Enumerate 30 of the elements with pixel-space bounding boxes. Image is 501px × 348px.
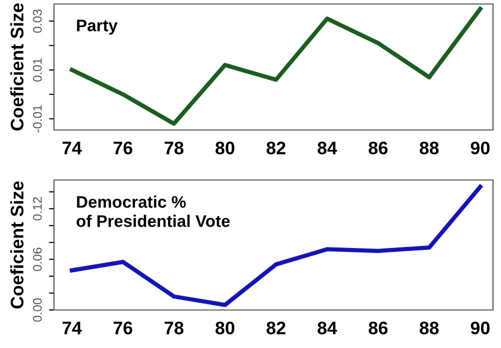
y-axis-title: Coeficient Size bbox=[10, 181, 24, 308]
x-tick-label: 90 bbox=[470, 142, 490, 154]
text: 0.00 bbox=[32, 298, 42, 322]
x-tick-label: 86 bbox=[368, 142, 388, 154]
line-series bbox=[70, 184, 482, 308]
text: Democratic % of Presidential Vote bbox=[76, 196, 230, 227]
x-tick-label: 88 bbox=[420, 142, 439, 154]
line-series bbox=[70, 6, 482, 126]
x-tick-label: 74 bbox=[62, 322, 82, 334]
x-tick-label: 80 bbox=[216, 142, 234, 154]
x-tick-label: 80 bbox=[216, 322, 234, 334]
y-tick-label: 0.03 bbox=[32, 9, 42, 33]
y-axis-title: Coeficient Size bbox=[10, 3, 24, 130]
x-tick-label: 88 bbox=[420, 322, 439, 334]
x-tick-label: 90 bbox=[470, 322, 490, 334]
x-tick-label: 84 bbox=[318, 142, 338, 154]
x-tick-label: 84 bbox=[318, 322, 338, 334]
x-tick-label: 78 bbox=[164, 142, 184, 154]
x-tick-label: 82 bbox=[266, 142, 286, 154]
x-tick-label: 86 bbox=[368, 322, 388, 334]
y-tick-label: 0.06 bbox=[32, 248, 42, 272]
x-tick-label: 74 bbox=[62, 142, 82, 154]
y-tick-label: 0.01 bbox=[32, 58, 42, 82]
y-tick-label: -0.01 bbox=[32, 105, 42, 132]
x-tick-label: 76 bbox=[114, 142, 132, 154]
y-tick-label: 0.12 bbox=[32, 197, 42, 220]
x-tick-label: 78 bbox=[164, 322, 184, 334]
x-tick-label: 82 bbox=[266, 322, 286, 334]
text: Party bbox=[77, 20, 118, 35]
x-tick-label: 76 bbox=[114, 322, 132, 334]
